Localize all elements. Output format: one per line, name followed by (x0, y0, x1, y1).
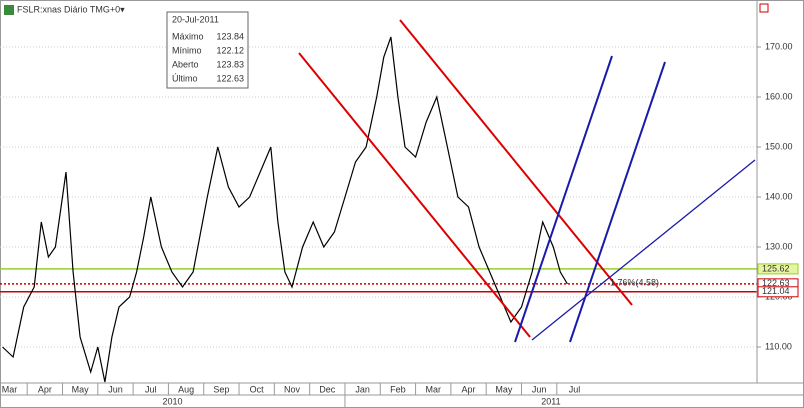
info-label: Máximo (172, 31, 204, 41)
year-label: 2011 (541, 396, 560, 406)
x-tick-label: Nov (284, 384, 301, 394)
x-tick-label: Feb (390, 384, 406, 394)
x-tick-label: Aug (178, 384, 194, 394)
x-tick-label: Mar (2, 384, 18, 394)
trend-lines (298, 19, 756, 343)
x-tick-label: Jun (532, 384, 547, 394)
info-value: 122.63 (216, 73, 244, 83)
close-button[interactable] (759, 3, 769, 13)
x-tick-label: Oct (250, 384, 265, 394)
level-label: 125.62 (762, 263, 790, 273)
x-tick-label: May (495, 384, 513, 394)
y-tick-label: 150.00 (765, 141, 793, 151)
x-tick-label: Jun (108, 384, 123, 394)
info-date: 20-Jul-2011 (172, 14, 219, 24)
y-tick-label: 170.00 (765, 41, 793, 51)
price-line (2, 36, 568, 383)
y-tick-label: 160.00 (765, 91, 793, 101)
info-value: 123.84 (216, 31, 244, 41)
year-label: 2010 (162, 396, 182, 406)
level-label: 122.63 (762, 278, 790, 288)
x-tick-label: Mar (425, 384, 441, 394)
y-tick-label: 130.00 (765, 241, 793, 251)
info-box (166, 11, 249, 89)
level-label-bg (757, 286, 799, 298)
annotation: 1.76%(4.58) (610, 277, 659, 287)
info-value: 123.83 (216, 59, 244, 69)
x-tick-label: Sep (213, 384, 229, 394)
x-tick-label: Apr (462, 384, 476, 394)
chart-title: FSLR:xnas Diário TMG+0▾ (17, 4, 125, 14)
x-tick-label: Apr (38, 384, 52, 394)
x-tick-label: Jul (569, 384, 581, 394)
x-tick-label: May (72, 384, 90, 394)
info-label: Mínimo (172, 45, 202, 55)
info-value: 122.12 (216, 45, 244, 55)
y-tick-label: 110.00 (765, 341, 792, 351)
x-tick-label: Jan (355, 384, 370, 394)
x-tick-label: Dec (319, 384, 336, 394)
info-label: Aberto (172, 59, 199, 69)
x-tick-label: Jul (145, 384, 157, 394)
y-tick-label: 140.00 (765, 191, 793, 201)
info-label: Último (172, 73, 198, 83)
icon[interactable] (4, 5, 14, 15)
level-label-bg (757, 263, 799, 275)
level-label: 121.04 (762, 286, 790, 296)
